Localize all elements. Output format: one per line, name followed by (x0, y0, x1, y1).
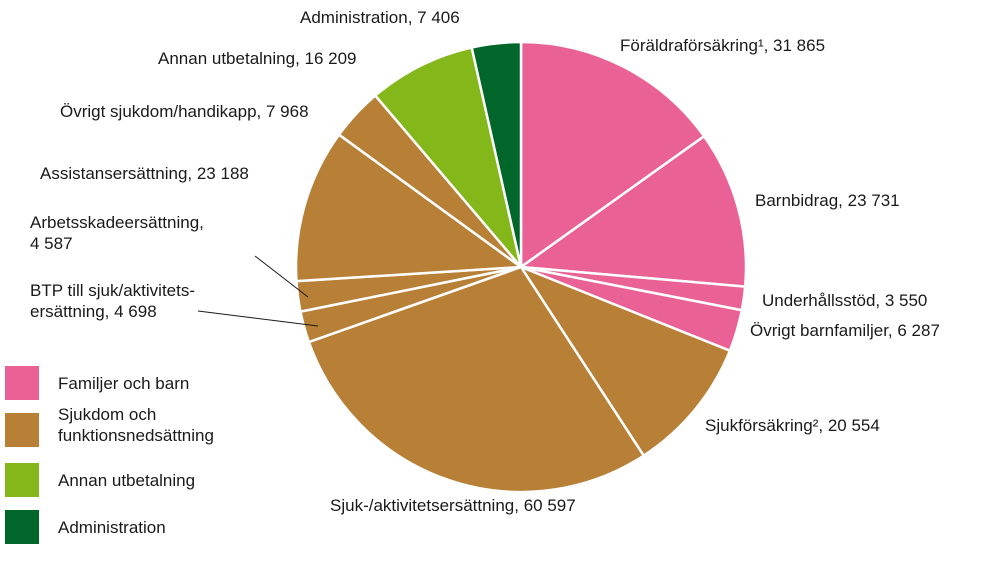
data-label: Sjuk-/aktivitetsersättning, 60 597 (330, 496, 576, 515)
legend-label: Annan utbetalning (58, 471, 195, 490)
data-label: Annan utbetalning, 16 209 (158, 49, 357, 68)
data-label: ersättning, 4 698 (30, 302, 157, 321)
data-label: BTP till sjuk/aktivitets- (30, 281, 195, 300)
legend-label: Administration (58, 518, 166, 537)
leader-line (197, 310, 319, 327)
pie-slice (517, 264, 732, 458)
data-label: Administration, 7 406 (300, 8, 460, 27)
legend-swatch (5, 510, 39, 544)
legend-label: Sjukdom och (58, 405, 156, 424)
data-label: Barnbidrag, 23 731 (755, 191, 900, 210)
pie-slice (517, 134, 748, 289)
data-label: Arbetsskadeersättning, (30, 213, 204, 232)
legend-label: funktionsnedsättning (58, 426, 214, 445)
data-label: Assistansersättning, 23 188 (40, 164, 249, 183)
data-label: 4 587 (30, 234, 73, 253)
legend-swatch (5, 463, 39, 497)
pie-slice (519, 40, 706, 270)
pie-slice (470, 40, 523, 268)
pie-slice (307, 265, 646, 494)
legend-swatch (5, 366, 39, 400)
data-label: Övrigt sjukdom/handikapp, 7 968 (60, 102, 309, 121)
data-label: Föräldraförsäkring¹, 31 865 (620, 36, 825, 55)
leader-line (254, 255, 309, 298)
pie-slice (373, 45, 523, 268)
data-label: Övrigt barnfamiljer, 6 287 (750, 321, 940, 340)
data-label: Underhållsstöd, 3 550 (762, 291, 927, 310)
legend-label: Familjer och barn (58, 374, 189, 393)
data-label: Sjukförsäkring², 20 554 (705, 416, 880, 435)
legend-swatch (5, 413, 39, 447)
pie-slice (294, 132, 525, 283)
